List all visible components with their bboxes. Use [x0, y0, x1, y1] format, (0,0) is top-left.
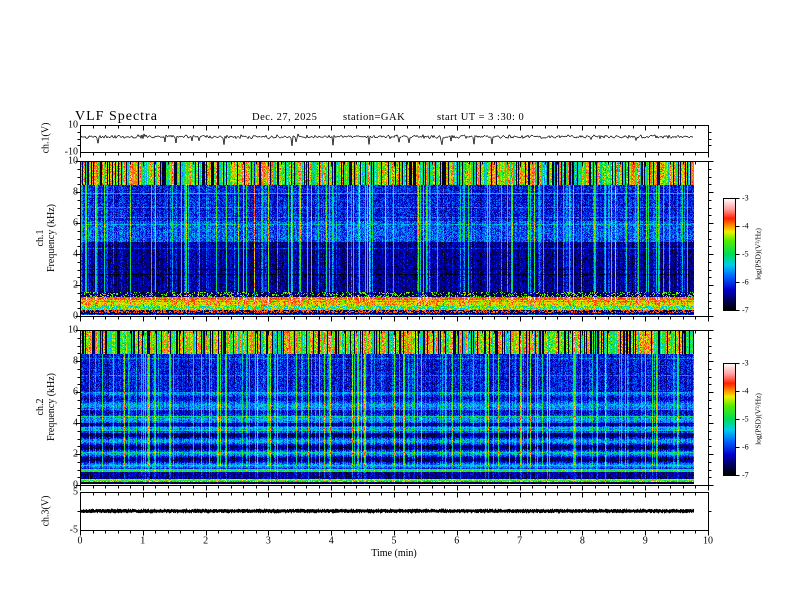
ch1-freq-tick-label: 8 — [73, 186, 78, 198]
x-tick-label: 9 — [642, 535, 648, 547]
ch2-freq-tick-label: 4 — [73, 417, 78, 429]
ch1-y-tick-label: -10 — [64, 146, 78, 158]
ch1-y-tick-label: 10 — [68, 119, 78, 131]
date-label: Dec. 27, 2025 — [252, 112, 318, 123]
ch3-voltage-axis-label: ch.3(V) — [40, 495, 52, 527]
x-tick-label: 3 — [265, 535, 271, 547]
ch1-freq-tick-label: 10 — [68, 155, 78, 167]
colorbar-tick-label: -7 — [742, 305, 749, 315]
x-tick-label: 5 — [391, 535, 397, 547]
plot-title: VLF Spectra — [75, 109, 158, 124]
ch1-freq-tick-label: 4 — [73, 248, 78, 260]
station-label: station=GAK — [343, 112, 406, 123]
x-tick-label: 8 — [579, 535, 585, 547]
ch2-freq-tick-label: 6 — [73, 386, 78, 398]
ch3-y-tick-label: -5 — [69, 524, 78, 536]
colorbar-tick-label: -3 — [742, 358, 749, 368]
ch1-voltage-axis-label: ch.1(V) — [40, 122, 52, 154]
colorbar-tick-label: -6 — [742, 277, 749, 287]
start-ut-label: start UT = 3 :30: 0 — [437, 112, 525, 123]
x-tick-label: 10 — [703, 535, 713, 547]
ch2-label-line2: Frequency (kHz) — [46, 372, 57, 442]
ch2-frequency-axis-label: ch.2 Frequency (kHz) — [35, 373, 57, 441]
ch1-label-line2: Frequency (kHz) — [46, 203, 57, 273]
x-tick-label: 1 — [140, 535, 146, 547]
ch2-label-line1: ch.2 — [35, 398, 46, 416]
colorbar-tick-label: -3 — [742, 193, 749, 203]
colorbar2-unit-label: log(PSD)(V²/Hz) — [753, 393, 763, 445]
ch2-freq-tick-label: 0 — [73, 479, 78, 491]
colorbar-tick-label: -7 — [742, 470, 749, 480]
x-tick-label: 4 — [328, 535, 334, 547]
colorbar-tick-label: -4 — [742, 221, 749, 231]
colorbar-tick-label: -6 — [742, 442, 749, 452]
ch3-y-tick-label: 5 — [73, 486, 78, 498]
colorbar-tick-label: -5 — [742, 249, 749, 259]
x-tick-label: 6 — [454, 535, 460, 547]
ch1-freq-tick-label: 6 — [73, 217, 78, 229]
x-tick-label: 7 — [517, 535, 523, 547]
colorbar1-unit-label: log(PSD)(V²/Hz) — [753, 228, 763, 280]
colorbar-tick-label: -5 — [742, 414, 749, 424]
ch2-freq-tick-label: 2 — [73, 448, 78, 460]
ch1-freq-tick-label: 2 — [73, 279, 78, 291]
colorbar-tick-label: -4 — [742, 386, 749, 396]
ch2-freq-tick-label: 8 — [73, 355, 78, 367]
ch1-freq-tick-label: 0 — [73, 310, 78, 322]
ch1-label-line1: ch.1 — [35, 229, 46, 247]
ch1-frequency-axis-label: ch.1 Frequency (kHz) — [35, 204, 57, 272]
x-tick-label: 0 — [77, 535, 83, 547]
x-tick-label: 2 — [203, 535, 209, 547]
ch2-freq-tick-label: 10 — [68, 324, 78, 336]
time-axis-title: Time (min) — [371, 548, 417, 559]
